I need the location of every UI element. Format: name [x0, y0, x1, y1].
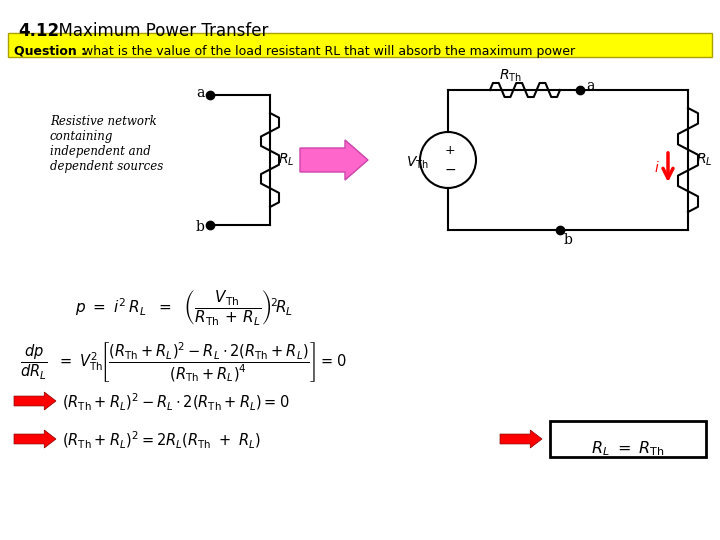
Text: a: a	[196, 86, 204, 100]
Text: b: b	[196, 220, 205, 234]
Text: b: b	[564, 233, 573, 247]
Text: dependent sources: dependent sources	[50, 160, 163, 173]
FancyBboxPatch shape	[8, 33, 712, 57]
Text: $i$: $i$	[654, 159, 660, 174]
Text: $p\ =\ i^2\,R_L\ \ =\ \ \left(\dfrac{V_{\rm Th}}{R_{\rm Th}\,+\,R_L}\right)^{\!2: $p\ =\ i^2\,R_L\ \ =\ \ \left(\dfrac{V_{…	[75, 288, 293, 327]
Text: what is the value of the load resistant RL that will absorb the maximum power: what is the value of the load resistant …	[83, 45, 575, 58]
FancyBboxPatch shape	[550, 421, 706, 457]
Polygon shape	[300, 140, 368, 180]
Text: Resistive network: Resistive network	[50, 115, 157, 128]
Text: $R_L\ =\ R_{\rm Th}$: $R_L\ =\ R_{\rm Th}$	[591, 439, 665, 458]
Text: $V_{\rm Th}$: $V_{\rm Th}$	[406, 155, 429, 171]
Text: independent and: independent and	[50, 145, 150, 158]
Polygon shape	[500, 430, 542, 448]
Text: −: −	[444, 163, 456, 177]
Text: a: a	[586, 79, 595, 93]
Text: $\dfrac{dp}{dR_L}\ \ =\ V^2_{\rm Th}\!\left[\dfrac{(R_{\rm Th}+R_L)^2 - R_L\cdot: $\dfrac{dp}{dR_L}\ \ =\ V^2_{\rm Th}\!\l…	[20, 340, 346, 384]
Polygon shape	[14, 392, 56, 410]
Text: $R_L$: $R_L$	[278, 152, 294, 168]
Polygon shape	[14, 430, 56, 448]
Text: $(R_{\rm Th}+R_L)^2 - R_L\cdot 2(R_{\rm Th}+R_L)=0$: $(R_{\rm Th}+R_L)^2 - R_L\cdot 2(R_{\rm …	[62, 392, 289, 413]
Text: Question :: Question :	[14, 45, 91, 58]
Text: $R_L$: $R_L$	[696, 152, 713, 168]
Text: $(R_{\rm Th}+R_L)^2 = 2R_L(R_{\rm Th}\ +\ R_L)$: $(R_{\rm Th}+R_L)^2 = 2R_L(R_{\rm Th}\ +…	[62, 430, 261, 451]
Text: $R_{\rm Th}$: $R_{\rm Th}$	[498, 68, 521, 84]
Text: Maximum Power Transfer: Maximum Power Transfer	[48, 22, 269, 40]
Text: containing: containing	[50, 130, 113, 143]
Text: +: +	[445, 144, 455, 157]
Text: 4.12: 4.12	[18, 22, 59, 40]
